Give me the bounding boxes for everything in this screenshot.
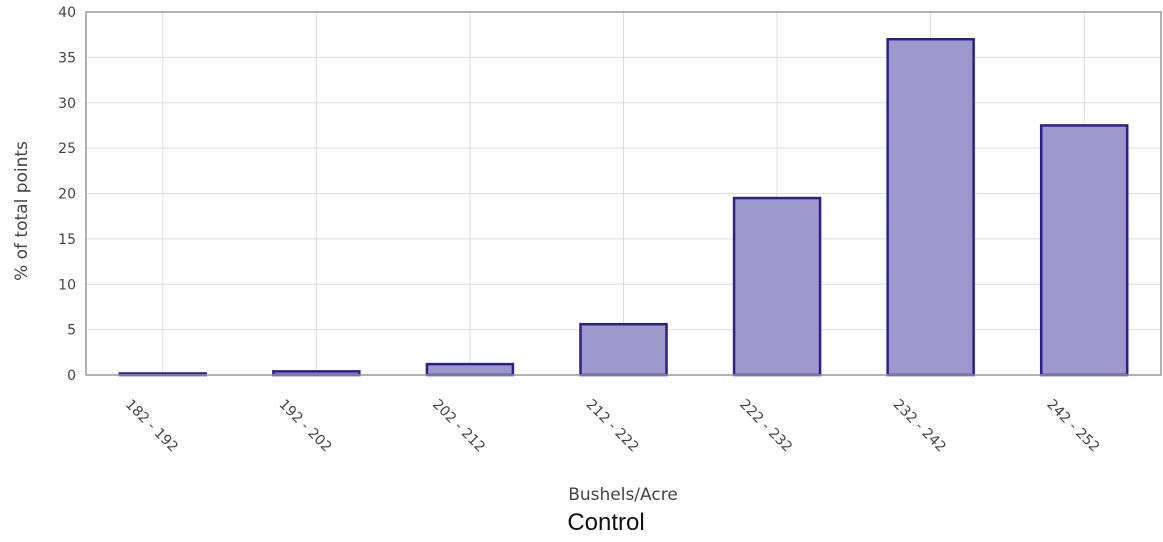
x-tick-labels: 182 - 192 192 - 202 202 - 212 212 - 222 222 …	[122, 397, 1102, 456]
plot-frame	[85, 11, 1162, 376]
y-tick-label: 20	[58, 187, 76, 203]
bars	[118, 37, 1129, 377]
x-tick-label: 182 - 192	[122, 397, 181, 456]
bar[interactable]	[732, 196, 822, 377]
y-tick-label: 0	[67, 368, 76, 384]
y-tick-label: 40	[58, 5, 76, 21]
y-tick-label: 5	[67, 323, 76, 339]
chart-caption: Control	[567, 509, 644, 536]
bar[interactable]	[579, 322, 668, 377]
y-tick-label: 15	[58, 232, 76, 248]
x-tick-label: 212 - 222	[583, 397, 642, 456]
x-tick-label: 232 - 242	[890, 397, 949, 456]
y-tick-labels: 0 5 10 15 20 25 30 35 40	[58, 5, 76, 384]
x-tick-label: 202 - 212	[429, 397, 488, 456]
bar[interactable]	[425, 362, 515, 377]
y-tick-label: 30	[58, 96, 76, 112]
x-axis-title: Bushels/Acre	[568, 485, 678, 505]
y-tick-label: 35	[58, 50, 76, 66]
y-tick-label: 10	[58, 277, 76, 293]
y-tick-label: 25	[58, 141, 76, 157]
bar[interactable]	[886, 37, 975, 377]
bar[interactable]	[1039, 124, 1129, 377]
grid	[86, 12, 1161, 375]
x-tick-label: 192 - 202	[276, 397, 335, 456]
y-axis-title: % of total points	[12, 141, 32, 281]
x-tick-label: 242 - 252	[1043, 397, 1102, 456]
x-tick-label: 222 - 232	[736, 397, 795, 456]
